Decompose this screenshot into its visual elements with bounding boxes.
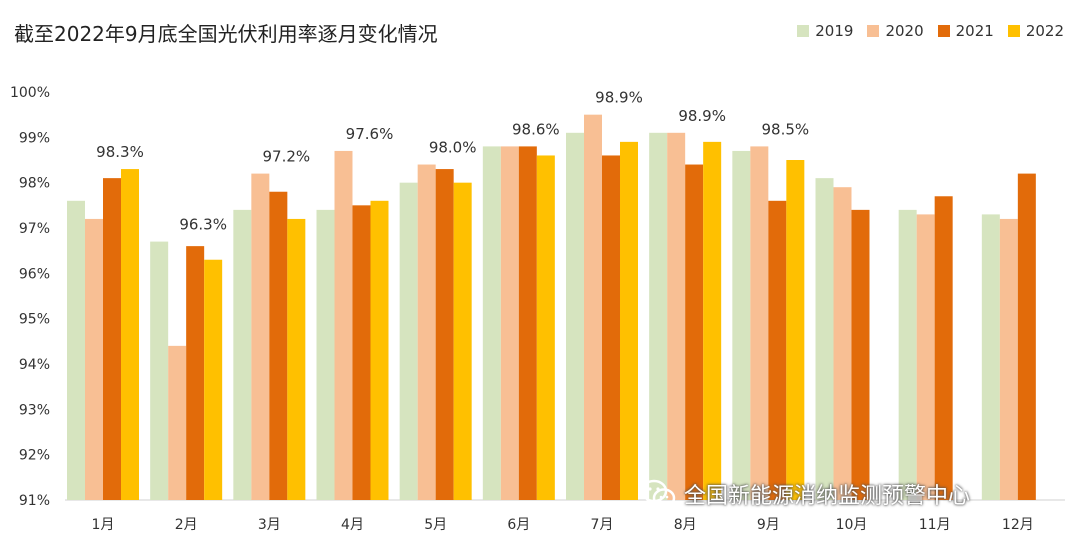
bar-2020-3 [251, 173, 270, 500]
data-label: 97.2% [263, 148, 311, 166]
data-label: 98.9% [595, 89, 643, 107]
bar-2021-5 [435, 169, 454, 501]
bar-2020-8 [667, 132, 686, 501]
bar-2021-1 [103, 178, 121, 500]
y-tick-label: 96% [19, 266, 50, 282]
data-label: 98.5% [762, 120, 810, 138]
bar-2020-6 [500, 146, 519, 500]
y-tick-label: 93% [19, 402, 50, 418]
y-tick-label: 94% [19, 357, 50, 373]
data-label: 96.3% [179, 216, 227, 234]
bar-2020-10 [833, 187, 852, 500]
legend-swatch [797, 25, 810, 37]
watermark: 全国新能源消纳监测预警中心 [640, 478, 970, 510]
x-tick-label: 7月 [591, 517, 614, 533]
data-label: 98.9% [678, 107, 726, 125]
bar-2019-10 [815, 178, 834, 500]
legend-item-2019: 2019 [797, 22, 853, 40]
bar-2022-8 [703, 141, 722, 500]
bar-2019-12 [981, 214, 1000, 500]
legend-label: 2022 [1025, 22, 1064, 40]
x-tick-label: 11月 [919, 517, 951, 533]
data-label: 98.6% [512, 120, 560, 138]
x-tick-label: 3月 [258, 517, 281, 533]
legend-item-2022: 2022 [1007, 22, 1064, 40]
bar-2019-5 [399, 182, 418, 500]
y-tick-label: 100% [10, 85, 50, 101]
bar-2021-7 [602, 155, 620, 500]
data-label: 98.3% [96, 143, 144, 161]
x-tick-label: 9月 [757, 517, 780, 533]
x-tick-label: 5月 [424, 517, 447, 533]
y-tick-label: 99% [19, 130, 50, 146]
bar-2022-7 [620, 141, 638, 500]
legend: 2019 2020 2021 2022 [797, 22, 1064, 40]
y-tick-label: 95% [19, 312, 50, 328]
data-label: 98.0% [429, 139, 477, 157]
bar-2020-4 [334, 150, 353, 500]
watermark-text: 全国新能源消纳监测预警中心 [684, 484, 971, 509]
y-tick-label: 92% [19, 448, 50, 464]
bar-2019-8 [649, 132, 668, 501]
x-tick-label: 1月 [92, 517, 115, 533]
y-tick-label: 98% [19, 176, 50, 192]
bar-2022-6 [536, 155, 555, 500]
x-tick-label: 8月 [674, 517, 697, 533]
chart-title: 截至2022年9月底全国光伏利用率逐月变化情况 [14, 22, 438, 46]
legend-label: 2020 [885, 22, 924, 40]
legend-swatch [1007, 25, 1020, 37]
y-tick-label: 91% [19, 493, 50, 509]
bar-2020-1 [85, 218, 103, 500]
bar-2020-12 [999, 218, 1018, 500]
bar-2021-4 [352, 205, 371, 501]
bar-2020-7 [584, 114, 602, 501]
bar-2021-3 [269, 191, 288, 500]
bar-2020-5 [417, 164, 436, 501]
bar-2019-11 [898, 209, 917, 500]
bar-2019-2 [150, 241, 169, 500]
legend-label: 2019 [815, 22, 854, 40]
bar-2020-9 [750, 146, 769, 500]
legend-swatch [937, 25, 950, 37]
bar-2019-3 [233, 209, 252, 500]
bar-2022-1 [121, 169, 139, 501]
x-tick-label: 2月 [175, 517, 198, 533]
bar-2021-11 [934, 196, 953, 500]
y-tick-label: 97% [19, 221, 50, 237]
bar-2019-6 [482, 146, 501, 500]
x-tick-label: 12月 [1002, 517, 1034, 533]
data-label: 97.6% [346, 125, 394, 143]
bar-2021-2 [186, 246, 205, 500]
bar-2019-7 [566, 132, 584, 501]
x-tick-label: 4月 [341, 517, 364, 533]
bar-2021-6 [518, 146, 537, 500]
x-tick-label: 10月 [836, 517, 868, 533]
bar-2021-9 [768, 200, 787, 501]
bar-2021-12 [1017, 173, 1036, 500]
legend-item-2021: 2021 [937, 22, 994, 40]
bar-2019-9 [732, 150, 751, 500]
bar-2022-2 [204, 259, 223, 500]
bar-2022-3 [287, 218, 306, 500]
legend-label: 2021 [955, 22, 994, 40]
bar-2021-8 [685, 164, 704, 501]
bar-2022-9 [786, 160, 805, 500]
x-tick-label: 6月 [507, 517, 530, 533]
wechat-icon [640, 479, 676, 509]
legend-item-2020: 2020 [867, 22, 924, 40]
bar-2022-5 [453, 182, 472, 500]
bar-2019-4 [316, 209, 335, 500]
bar-2021-10 [851, 209, 870, 500]
bar-2020-2 [168, 345, 187, 500]
bar-2022-4 [370, 200, 389, 501]
bar-2019-1 [67, 200, 85, 501]
legend-swatch [867, 25, 880, 37]
bar-2020-11 [916, 214, 935, 500]
